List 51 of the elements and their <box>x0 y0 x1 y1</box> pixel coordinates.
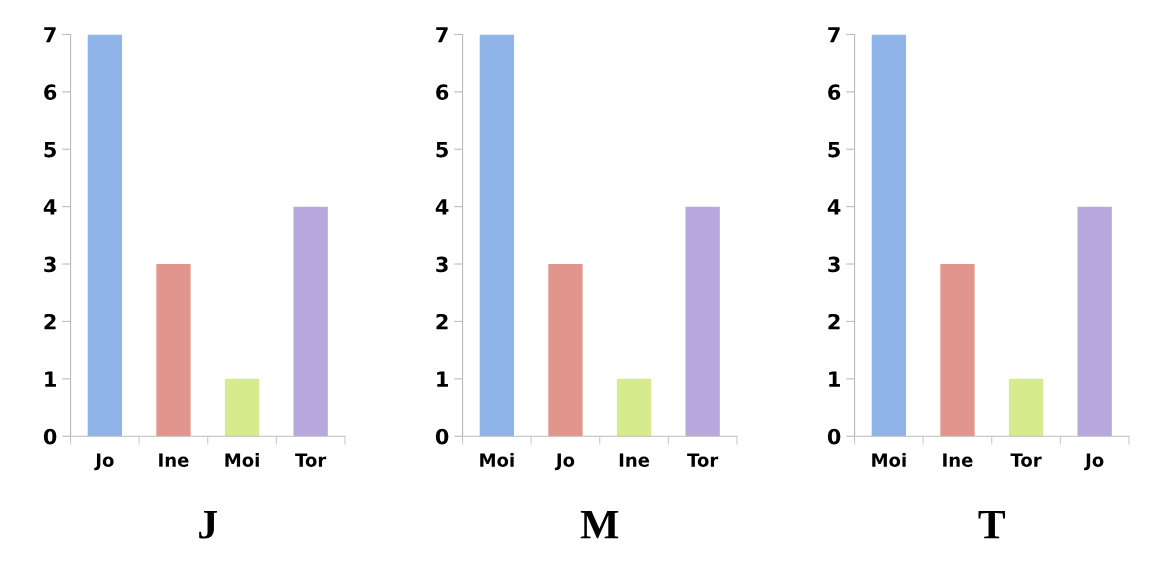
y-tick-label: 5 <box>828 141 840 158</box>
y-tick-label: 4 <box>435 199 449 215</box>
y-tick-label: 5 <box>436 141 448 158</box>
y-tick-label: 5 <box>44 141 56 158</box>
x-tick-label: Moi <box>225 452 259 467</box>
bar <box>479 34 515 437</box>
y-tick-label: 1 <box>829 371 840 387</box>
x-tick-label: Jo <box>554 453 575 471</box>
x-tick-label: Tor <box>295 453 327 467</box>
y-tick-label: 4 <box>827 199 841 215</box>
y-tick-label: 7 <box>828 27 840 43</box>
bar <box>156 264 191 437</box>
bar <box>616 378 652 437</box>
y-tick-label: 2 <box>436 313 448 330</box>
bar <box>871 34 907 437</box>
y-tick-label: 0 <box>43 428 57 445</box>
y-tick-label: 6 <box>436 84 449 101</box>
y-tick-label: 7 <box>44 27 56 43</box>
x-tick-label: Tor <box>687 453 719 467</box>
x-tick-label: Jo <box>94 453 114 471</box>
x-tick-label: Ine <box>159 453 189 467</box>
bar <box>548 264 583 437</box>
bar <box>224 378 260 437</box>
y-tick-label: 7 <box>436 27 448 43</box>
y-tick-label: 0 <box>435 428 449 445</box>
bar <box>1008 378 1044 437</box>
y-tick-label: 4 <box>43 199 57 215</box>
y-tick-label: 3 <box>44 256 56 273</box>
bar <box>1077 206 1112 437</box>
y-tick-label: 1 <box>437 371 448 387</box>
y-tick-label: 6 <box>44 84 57 101</box>
y-tick-label: 2 <box>44 313 56 330</box>
x-tick-label: Moi <box>480 452 514 467</box>
y-tick-label: 2 <box>828 313 840 330</box>
y-tick-label: 6 <box>828 84 841 101</box>
x-tick-label: Tor <box>1010 453 1042 467</box>
x-tick-label: Ine <box>943 453 973 467</box>
y-tick-label: 1 <box>45 371 56 387</box>
text: J <box>199 510 218 539</box>
x-tick-label: Ine <box>619 453 650 467</box>
x-tick-label: Jo <box>1084 453 1104 471</box>
bar <box>87 34 123 437</box>
text: M <box>580 510 619 539</box>
bar <box>685 206 720 437</box>
y-tick-label: 3 <box>828 256 840 273</box>
y-tick-label: 0 <box>827 428 841 445</box>
y-tick-label: 3 <box>436 256 448 273</box>
bar <box>293 206 328 437</box>
x-tick-label: Moi <box>872 452 906 467</box>
text: T <box>978 510 1006 539</box>
bar <box>940 264 975 437</box>
